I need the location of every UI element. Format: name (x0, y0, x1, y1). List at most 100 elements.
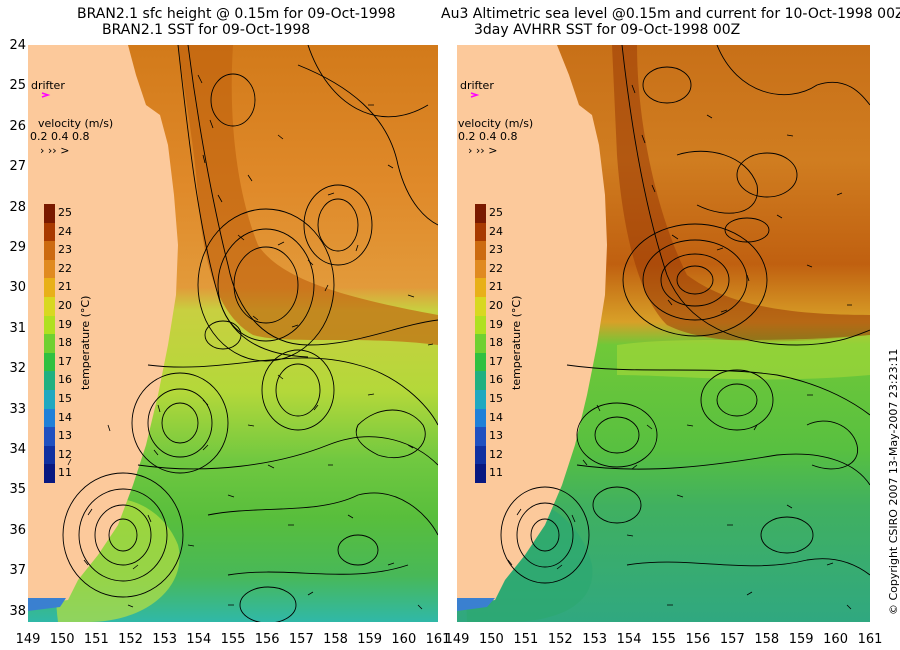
longitude-label-right: 152 (547, 632, 573, 647)
colorbar-segment (475, 445, 486, 465)
colorbar-segment (475, 297, 486, 317)
longitude-label-left: 154 (186, 632, 212, 647)
colorbar-segment (44, 445, 55, 465)
colorbar-segment (44, 371, 55, 391)
left-title-line1: BRAN2.1 sfc height @ 0.15m for 09-Oct-19… (77, 6, 396, 22)
colorbar-label: 19 (58, 317, 72, 331)
colorbar-label: 17 (489, 354, 503, 368)
colorbar-label: 23 (489, 243, 503, 257)
left-map-svg (28, 45, 438, 622)
latitude-label: 33 (9, 401, 26, 417)
drifter-marker-left (41, 92, 51, 98)
latitude-label: 35 (9, 482, 26, 498)
colorbar-segment (475, 390, 486, 410)
velocity-value-0-4-right: 0.4 (479, 130, 497, 143)
longitude-label-left: 159 (357, 632, 383, 647)
right-title-line1: Au3 Altimetric sea level @0.15m and curr… (441, 6, 900, 22)
colorbar-label: 20 (58, 299, 72, 312)
colorbar-segment (44, 390, 55, 410)
colorbar-label: 13 (58, 429, 72, 443)
colorbar-segment (44, 278, 55, 298)
latitude-label: 25 (9, 78, 26, 94)
latitude-label: 29 (9, 240, 26, 255)
velocity-legend-title-right: velocity (m/s) (458, 117, 534, 130)
longitude-label-left: 153 (152, 632, 178, 647)
colorbar-segment (44, 427, 55, 447)
velocity-value-0-2-right: 0.2 (458, 130, 476, 143)
velocity-arrows-sample-right: › ›› > (468, 144, 498, 157)
velocity-legend-title-left: velocity (m/s) (38, 117, 114, 130)
colorbar-label: 19 (489, 317, 503, 331)
velocity-value-0-8-right: 0.8 (500, 130, 518, 143)
colorbar-label: 21 (58, 280, 72, 294)
latitude-label: 28 (9, 199, 26, 215)
colorbar-segment (475, 371, 486, 391)
latitude-label: 38 (9, 603, 26, 619)
longitude-label-right: 156 (685, 632, 711, 647)
right-title-line2: 3day AVHRR SST for 09-Oct-1998 00Z (474, 22, 741, 38)
colorbar-title-right: temperature (°C) (510, 295, 523, 390)
colorbar-segment (44, 259, 55, 279)
colorbar-label: 18 (489, 336, 503, 350)
longitude-label-right: 160 (823, 632, 848, 647)
longitude-label-right: 150 (478, 632, 504, 647)
longitude-label-left: 155 (220, 632, 246, 647)
colorbar-label: 15 (489, 392, 503, 405)
velocity-legend-values-left: 0.2 0.4 0.8 (30, 131, 90, 143)
colorbar-segment (44, 204, 55, 224)
longitude-label-left: 152 (118, 632, 143, 647)
colorbar-label: 14 (489, 410, 503, 424)
latitude-label: 36 (9, 522, 26, 538)
colorbar-label: 12 (58, 447, 72, 461)
latitude-label: 37 (9, 563, 26, 579)
colorbar-label: 14 (58, 410, 72, 424)
colorbar-label: 22 (58, 261, 72, 275)
longitude-label-left: 150 (49, 632, 75, 647)
colorbar-label: 20 (489, 299, 503, 312)
longitude-label-right: 157 (719, 632, 745, 647)
longitude-label-right: 155 (651, 632, 676, 647)
colorbar-label: 21 (489, 280, 503, 294)
colorbar-segment (44, 408, 55, 428)
longitude-label-left: 156 (254, 632, 280, 647)
colorbar-segment (44, 315, 55, 335)
drifter-label-right: drifter (460, 79, 494, 92)
colorbar-segment (44, 334, 55, 354)
colorbar-label: 11 (489, 466, 503, 480)
colorbar-label: 13 (489, 429, 503, 443)
colorbar-label: 16 (58, 373, 72, 387)
latitude-label: 32 (9, 361, 26, 377)
colorbar-segment (475, 408, 486, 428)
colorbar-segment (475, 259, 486, 279)
colorbar-label: 15 (58, 392, 72, 405)
colorbar-segment (44, 222, 55, 242)
left-map-panel (28, 45, 438, 622)
latitude-label: 34 (9, 442, 26, 457)
colorbar-segment (475, 352, 486, 372)
drifter-marker-right (470, 92, 480, 98)
velocity-legend-values-right: 0.2 0.4 0.8 (458, 131, 518, 143)
longitude-label-left: 161 (425, 632, 451, 647)
longitude-label-right: 153 (582, 632, 608, 647)
colorbar-label: 24 (58, 224, 72, 238)
colorbar-segment (44, 297, 55, 317)
longitude-label-left: 158 (323, 632, 348, 647)
colorbar-segment (44, 241, 55, 261)
colorbar-segment (475, 204, 486, 224)
latitude-label: 30 (9, 280, 26, 296)
drifter-label-left: drifter (31, 79, 65, 92)
longitude-label-right: 159 (788, 632, 814, 647)
right-map-svg (457, 45, 870, 622)
longitude-label-left: 149 (15, 632, 41, 647)
longitude-label-right: 151 (513, 632, 539, 647)
colorbar-segment (475, 278, 486, 298)
colorbar-label: 12 (489, 447, 503, 461)
longitude-label-right: 149 (444, 632, 470, 647)
longitude-label-left: 160 (391, 632, 417, 647)
colorbar-label: 23 (58, 243, 72, 257)
colorbar-title-left: temperature (°C) (79, 295, 92, 390)
colorbar-segment (475, 241, 486, 261)
right-map-panel (457, 45, 870, 622)
longitude-label-right: 161 (857, 632, 883, 647)
velocity-arrows-sample-left: › ›› > (40, 144, 70, 157)
